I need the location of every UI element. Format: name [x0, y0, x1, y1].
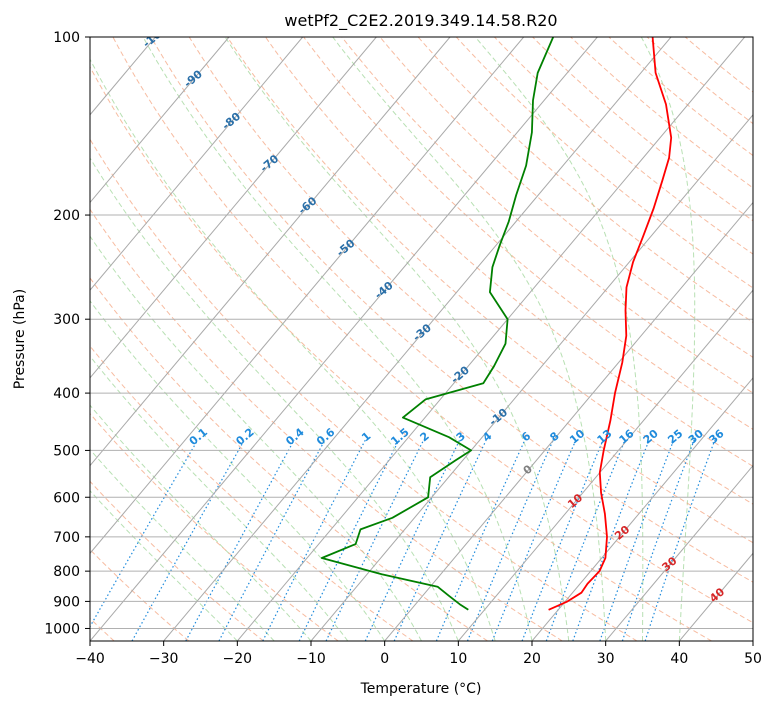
- dry-adiabat: [90, 208, 563, 641]
- dry-adiabat: [150, 37, 753, 583]
- x-axis-ticks: −40 −30 −20 −10 0 10 20 30 40 50: [75, 641, 762, 667]
- moist-adiabat: [142, 37, 533, 641]
- moist-adiabat: [90, 58, 496, 641]
- mixing-ratio-line: [466, 439, 554, 641]
- isotherm: [90, 37, 598, 641]
- y-tick-label: 200: [53, 208, 80, 224]
- mixing-ratio-line: [298, 439, 400, 641]
- x-tick-label: −10: [296, 651, 326, 667]
- mixing-ratio-line: [185, 439, 295, 641]
- isotherm: [531, 377, 753, 641]
- x-tick-label: −20: [223, 651, 253, 667]
- isotherm: [90, 37, 230, 204]
- mixing-ratio-line: [131, 439, 245, 641]
- dry-adiabat: [455, 37, 753, 289]
- dry-adiabat: [90, 65, 712, 641]
- dry-adiabat: [494, 37, 753, 255]
- y-axis-label: Pressure (hPa): [12, 289, 28, 389]
- dry-adiabat: [532, 37, 753, 222]
- moist-adiabat: [90, 157, 459, 641]
- isotherm: [163, 37, 672, 641]
- isotherm: [0, 37, 8, 641]
- dry-adiabat: [188, 37, 753, 544]
- isotherm: [90, 37, 451, 467]
- x-tick-label: 20: [523, 651, 541, 667]
- y-tick-label: 100: [53, 30, 80, 46]
- y-tick-label: 500: [53, 443, 80, 459]
- x-tick-label: 50: [744, 651, 762, 667]
- plot-frame: [89, 36, 754, 642]
- pressure-gridlines: [90, 37, 753, 629]
- y-axis-ticks: 100 200 300 400 500 600 700 800 900 1000: [44, 30, 90, 637]
- mixing-ratio-line: [572, 439, 650, 641]
- temperature-profile: [548, 37, 673, 611]
- moist-adiabat: [474, 37, 644, 641]
- mixing-ratio-line: [90, 439, 199, 628]
- isotherm: [605, 464, 753, 641]
- dry-adiabat: [341, 37, 753, 394]
- y-tick-label: 600: [53, 490, 80, 506]
- x-tick-label: 10: [449, 651, 467, 667]
- dry-adiabat: [417, 37, 753, 323]
- mixing-ratio-lines: [90, 439, 716, 641]
- dry-adiabat: [90, 138, 638, 641]
- isotherm: [310, 114, 753, 641]
- y-tick-label: 1000: [44, 621, 80, 637]
- mixing-ratio-line: [393, 439, 487, 641]
- y-tick-label: 800: [53, 564, 80, 580]
- isotherm: [457, 289, 753, 641]
- y-tick-label: 400: [53, 386, 80, 402]
- dry-adiabat: [226, 37, 753, 505]
- moist-adiabat: [90, 404, 312, 641]
- isotherms: [0, 37, 753, 641]
- isotherm: [90, 37, 304, 291]
- x-axis-label: Temperature (°C): [360, 681, 482, 697]
- dry-adiabat: [90, 277, 488, 641]
- dry-adiabat: [570, 37, 753, 189]
- moist-adiabat: [640, 37, 696, 641]
- y-tick-label: 300: [53, 312, 80, 328]
- mixing-ratio-line: [435, 439, 526, 641]
- x-tick-label: −30: [149, 651, 179, 667]
- isotherm: [384, 201, 753, 641]
- x-tick-label: −40: [75, 651, 105, 667]
- mixing-ratio-line: [262, 439, 366, 641]
- isotherm: [236, 37, 746, 641]
- dry-adiabat: [379, 37, 753, 358]
- dry-adiabat: [112, 37, 753, 624]
- isotherm: [752, 640, 753, 641]
- moist-adiabats: [90, 37, 696, 641]
- moist-adiabat: [332, 37, 607, 641]
- moist-adiabat: [90, 235, 422, 641]
- plot-area: -100-90-80-70-60-50-40-30-20-100.1 0.2 0.4…: [0, 37, 753, 641]
- mixing-ratio-line: [599, 439, 675, 641]
- dry-adiabat: [90, 480, 264, 641]
- dewpoint-profile: [320, 37, 555, 611]
- isotherm: [90, 37, 525, 555]
- chart-title: wetPf2_C2E2.2019.349.14.58.R20: [284, 11, 557, 31]
- y-tick-label: 900: [53, 594, 80, 610]
- sounding-series: [320, 37, 673, 611]
- isotherm: [90, 37, 377, 379]
- moist-adiabat: [90, 300, 386, 641]
- x-tick-label: 30: [597, 651, 615, 667]
- x-tick-label: 0: [380, 651, 389, 667]
- moist-adiabat: [224, 37, 570, 641]
- x-tick-label: 40: [670, 651, 688, 667]
- y-tick-label: 700: [53, 530, 80, 546]
- mixing-ratio-line: [621, 439, 695, 641]
